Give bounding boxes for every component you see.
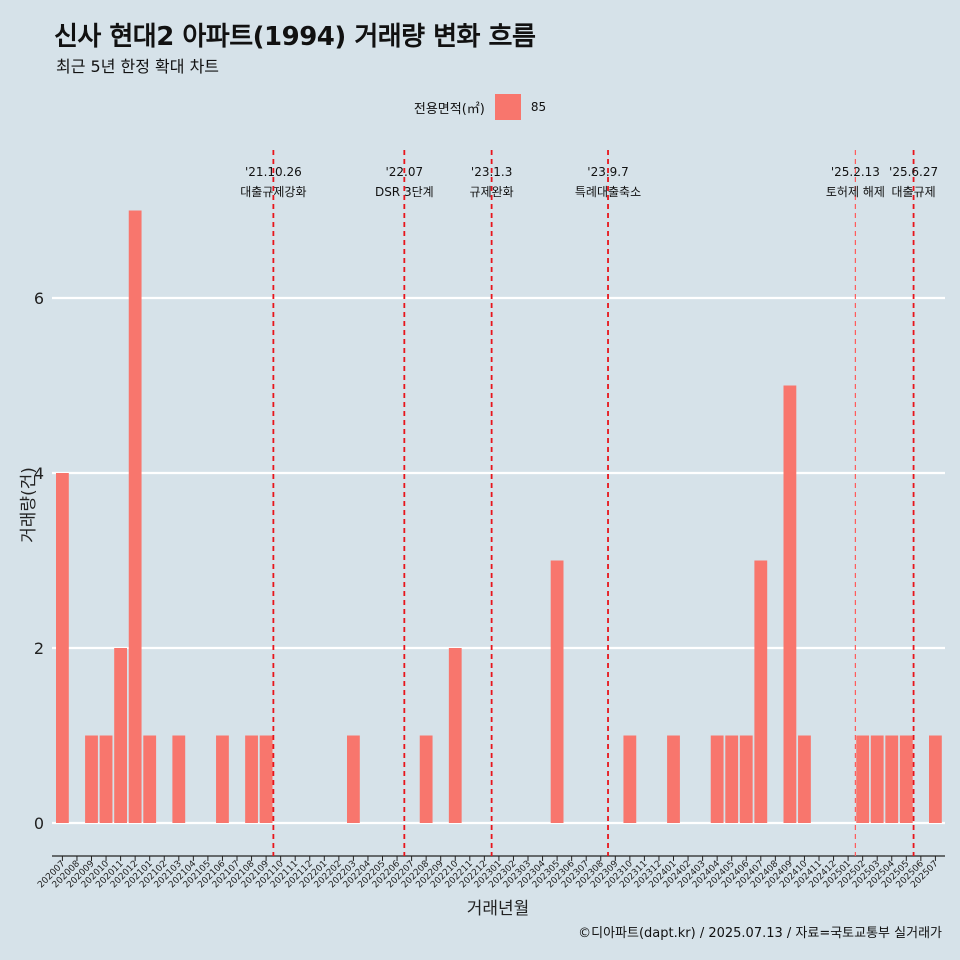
event-date: '25.2.13 — [831, 165, 880, 179]
y-tick-label: 6 — [34, 289, 44, 308]
chart-subtitle: 최근 5년 한정 확대 차트 — [56, 57, 220, 76]
event-date: '22.07 — [385, 165, 423, 179]
event-label: DSR 3단계 — [375, 185, 434, 199]
legend-swatch — [494, 94, 521, 120]
bar — [754, 560, 768, 823]
bar — [114, 648, 127, 823]
bar — [245, 735, 258, 823]
annotations: '21.10.26 대출규제강화 '22.07 DSR 3단계 '23.1.3 규제완화 '… — [240, 150, 938, 856]
bar — [259, 735, 273, 823]
event-date: '23.1.3 — [471, 165, 512, 179]
bar — [856, 735, 870, 823]
bar — [172, 735, 186, 823]
bar — [710, 735, 724, 823]
event-date: '25.6.27 — [889, 165, 938, 179]
event-label: 대출규제강화 — [240, 185, 306, 199]
y-axis-ticks: 0 2 4 6 — [34, 289, 44, 833]
y-tick-label: 2 — [34, 639, 44, 658]
legend-label: 85 — [530, 100, 547, 114]
bar — [56, 473, 69, 823]
bar — [99, 735, 113, 823]
bar — [885, 735, 899, 823]
bar — [550, 560, 564, 823]
bar — [870, 735, 884, 823]
event-date: '23.9.7 — [587, 165, 628, 179]
bar — [725, 735, 739, 823]
bar — [798, 735, 811, 823]
event-label: 대출규제 — [891, 185, 935, 199]
event-date: '21.10.26 — [245, 165, 302, 179]
gridlines — [52, 296, 945, 825]
bar — [929, 735, 942, 823]
chart-title: 신사 현대2 아파트(1994) 거래량 변화 흐름 — [54, 22, 536, 52]
legend: 전용면적(㎡) 85 — [0, 94, 960, 120]
event-label: 특례대출축소 — [575, 185, 641, 199]
bar — [216, 735, 229, 823]
caption: ©디아파트(dapt.kr) / 2025.07.13 / 자료=국토교통부 실… — [578, 926, 942, 941]
bars — [56, 210, 942, 823]
bar — [783, 385, 797, 823]
bar — [667, 735, 680, 823]
bar — [128, 210, 142, 823]
bar — [623, 735, 637, 823]
x-axis-title: 거래년월 — [467, 899, 530, 919]
event-label: 규제완화 — [470, 185, 514, 199]
bar — [347, 735, 360, 823]
bar — [448, 648, 462, 823]
bar — [143, 735, 157, 823]
x-axis: 2020072020082020092020102020112020122021… — [36, 855, 945, 890]
legend-title: 전용면적(㎡) — [413, 101, 485, 117]
y-tick-label: 0 — [34, 814, 44, 833]
bar — [85, 735, 98, 823]
bar — [419, 735, 433, 823]
event-label: 토허제 해제 — [826, 185, 885, 199]
y-axis-title: 거래량(건) — [19, 467, 39, 543]
bar — [739, 735, 753, 823]
y-tick-label: 4 — [34, 464, 44, 483]
bar — [899, 735, 913, 823]
